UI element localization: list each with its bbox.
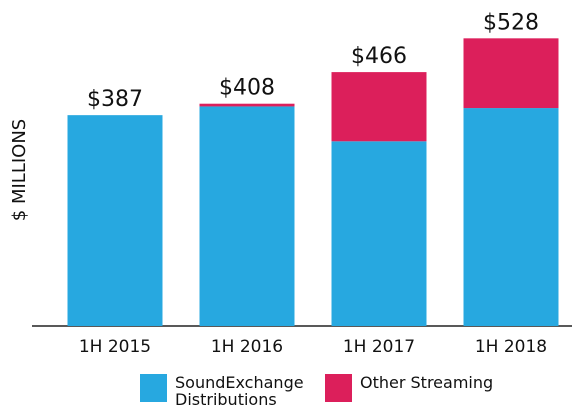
x-tick-label: 1H 2016 (211, 337, 283, 357)
total-label: $408 (219, 76, 275, 101)
total-label: $528 (483, 10, 539, 35)
bar-segment (463, 108, 559, 326)
bar-segment (199, 106, 295, 327)
total-label: $466 (351, 44, 407, 69)
legend-swatch (325, 374, 352, 402)
x-tick-label: 1H 2015 (79, 337, 151, 357)
bar-segment (331, 72, 427, 142)
x-tick-label: 1H 2017 (343, 337, 415, 357)
bar-segment (463, 38, 559, 109)
legend-item: SoundExchange Distributions (140, 373, 304, 409)
y-axis-label: $ MILLIONS (9, 119, 30, 221)
legend-label: Other Streaming (360, 373, 494, 392)
legend-swatch (140, 374, 167, 402)
legend-item: Other Streaming (325, 374, 493, 402)
bar-segment (331, 141, 427, 326)
x-tick-label: 1H 2018 (475, 337, 547, 357)
total-label: $387 (87, 87, 143, 112)
bar-segment (67, 115, 163, 326)
legend-label: SoundExchange Distributions (175, 373, 304, 409)
bar-segment (199, 103, 295, 107)
